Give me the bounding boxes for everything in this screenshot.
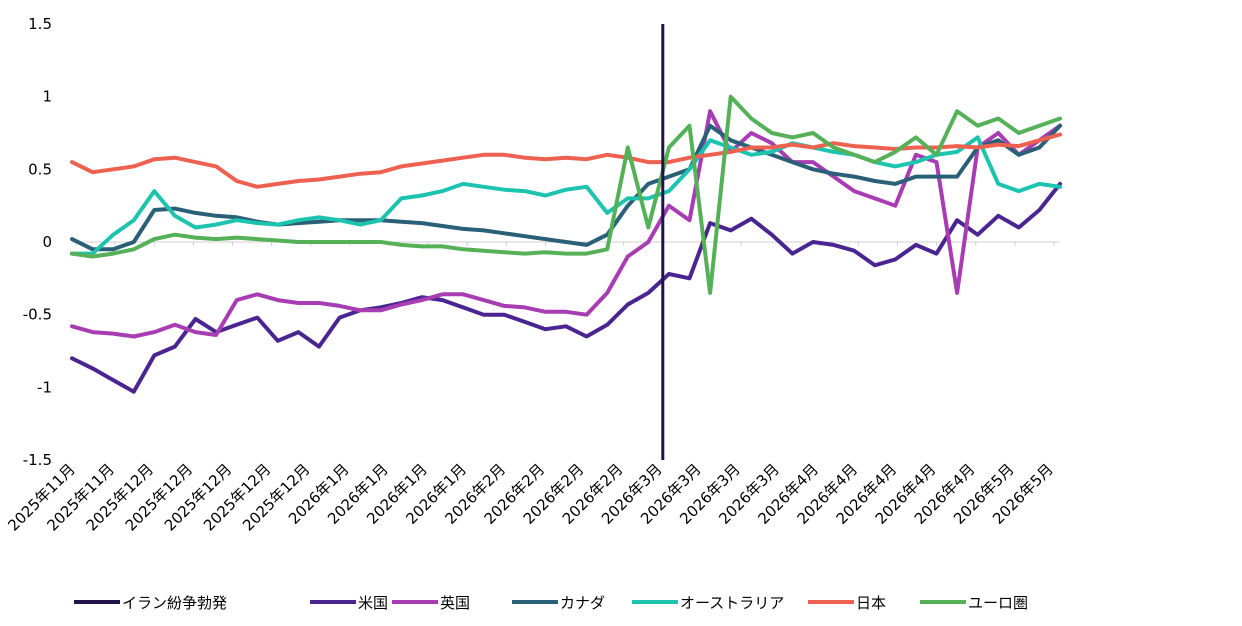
- legend-label: オーストラリア: [680, 594, 784, 612]
- y-axis: 1.5 1 0.5 0 -0.5 -1 -1.5: [23, 15, 52, 469]
- legend-label: イラン紛争勃発: [122, 594, 227, 612]
- legend-label: 英国: [440, 594, 470, 612]
- series-line-4: [70, 132, 1062, 189]
- legend-label: ユーロ圏: [968, 594, 1028, 612]
- x-axis: 2025年11月2025年11月2025年12月2025年12月2025年12月…: [4, 241, 1060, 535]
- legend: イラン紛争勃発 米国 英国 カナダ オーストラリア 日本 ユーロ圏: [74, 594, 1028, 612]
- series-line-0: [70, 181, 1062, 394]
- y-tick-label: 0.5: [28, 160, 52, 178]
- y-tick-label: 1.5: [28, 15, 52, 33]
- legend-label: カナダ: [560, 594, 605, 612]
- legend-label: 日本: [856, 594, 886, 612]
- y-tick-label: -1.5: [23, 451, 52, 469]
- series-line-2: [70, 123, 1062, 252]
- series-line-3: [70, 135, 1062, 256]
- series-line-5: [70, 94, 1062, 295]
- series-line-1: [70, 109, 1062, 339]
- legend-label: 米国: [358, 594, 388, 612]
- y-tick-label: 0: [42, 233, 52, 251]
- series-layer: [70, 94, 1062, 394]
- y-tick-label: -0.5: [23, 306, 52, 324]
- y-tick-label: -1: [37, 378, 52, 396]
- y-tick-label: 1: [42, 88, 52, 106]
